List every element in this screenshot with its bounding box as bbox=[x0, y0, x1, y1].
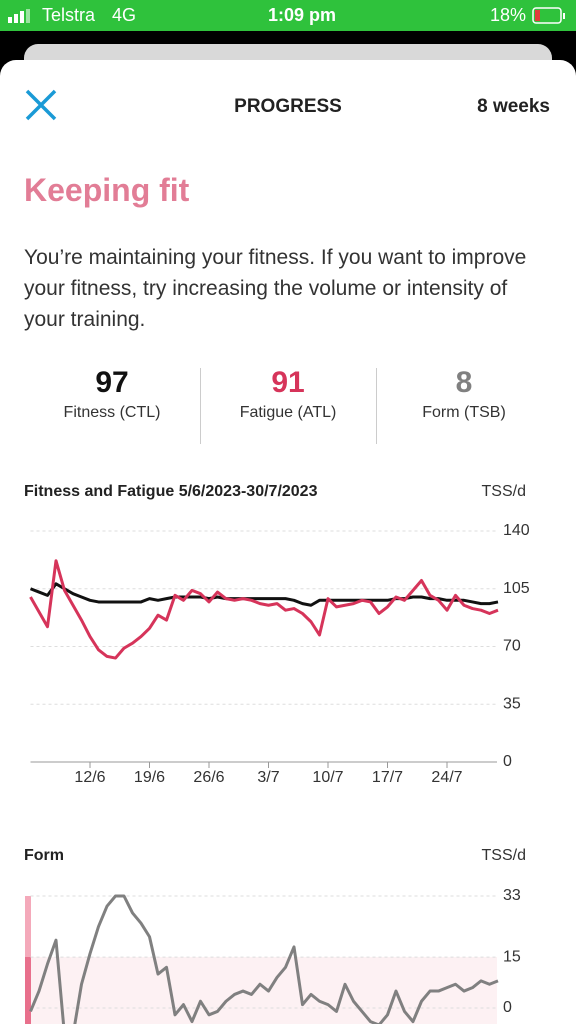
series-line bbox=[29, 894, 499, 1024]
sheet bbox=[0, 60, 576, 1024]
metric-label: Fitness (CTL) bbox=[63, 404, 161, 421]
chart-title: Fitness and Fatigue 5/6/2023-30/7/2023 bbox=[24, 483, 318, 500]
separator bbox=[376, 368, 377, 444]
fitness-fatigue-chart: Fitness and Fatigue 5/6/2023-30/7/2023 TS… bbox=[24, 483, 530, 786]
metric-label: Fatigue (ATL) bbox=[239, 404, 337, 421]
battery: 18% bbox=[490, 5, 527, 25]
range-selector[interactable]: 8 weeks bbox=[477, 96, 550, 117]
form-chart: Form TSS/d 0 15 33 bbox=[24, 847, 526, 1024]
signal-icon bbox=[8, 9, 30, 23]
y-tick-label: 0 bbox=[503, 999, 512, 1016]
x-tick-label: 3/7 bbox=[257, 769, 279, 786]
x-tick-label: 10/7 bbox=[312, 769, 343, 786]
y-axis-label: TSS/d bbox=[482, 483, 526, 500]
y-axis-label: TSS/d bbox=[482, 847, 526, 864]
zone-strip bbox=[25, 957, 31, 1024]
series-line bbox=[29, 559, 499, 660]
y-tick-label: 70 bbox=[503, 638, 521, 655]
x-tick-label: 17/7 bbox=[372, 769, 403, 786]
y-tick-label: 105 bbox=[503, 580, 530, 597]
status-message: You’re maintaining your fitness. If you … bbox=[24, 246, 527, 331]
metric-label: Form (TSB) bbox=[422, 404, 506, 421]
x-tick-label: 12/6 bbox=[74, 769, 105, 786]
status-bar: Telstra 4G 1:09 pm 18% bbox=[0, 0, 576, 31]
time: 1:09 pm bbox=[268, 5, 337, 25]
series-line bbox=[29, 582, 499, 607]
battery-icon bbox=[532, 7, 565, 24]
y-tick-label: 35 bbox=[503, 695, 521, 712]
separator bbox=[200, 368, 201, 444]
zone-strip bbox=[25, 896, 31, 957]
metric: 8 Form (TSB) bbox=[376, 366, 552, 422]
metric-value: 97 bbox=[95, 366, 129, 399]
y-tick-label: 0 bbox=[503, 753, 512, 770]
close-button[interactable] bbox=[24, 88, 58, 122]
carrier: Telstra bbox=[42, 5, 96, 25]
x-tick-label: 26/6 bbox=[193, 769, 224, 786]
x-tick-label: 19/6 bbox=[134, 769, 165, 786]
y-tick-label: 140 bbox=[503, 522, 530, 539]
chart-title: Form bbox=[24, 847, 64, 864]
page-title: PROGRESS bbox=[234, 96, 342, 117]
y-tick-label: 15 bbox=[503, 948, 521, 965]
metric: 91 Fatigue (ATL) bbox=[200, 366, 376, 422]
metric: 97 Fitness (CTL) bbox=[24, 366, 200, 422]
metric-value: 8 bbox=[455, 366, 473, 399]
form-zone bbox=[30, 957, 497, 1024]
network: 4G bbox=[112, 5, 137, 25]
status-heading: Keeping fit bbox=[24, 172, 190, 208]
y-tick-label: 33 bbox=[503, 887, 521, 904]
metric-value: 91 bbox=[271, 366, 305, 399]
x-tick-label: 24/7 bbox=[431, 769, 462, 786]
